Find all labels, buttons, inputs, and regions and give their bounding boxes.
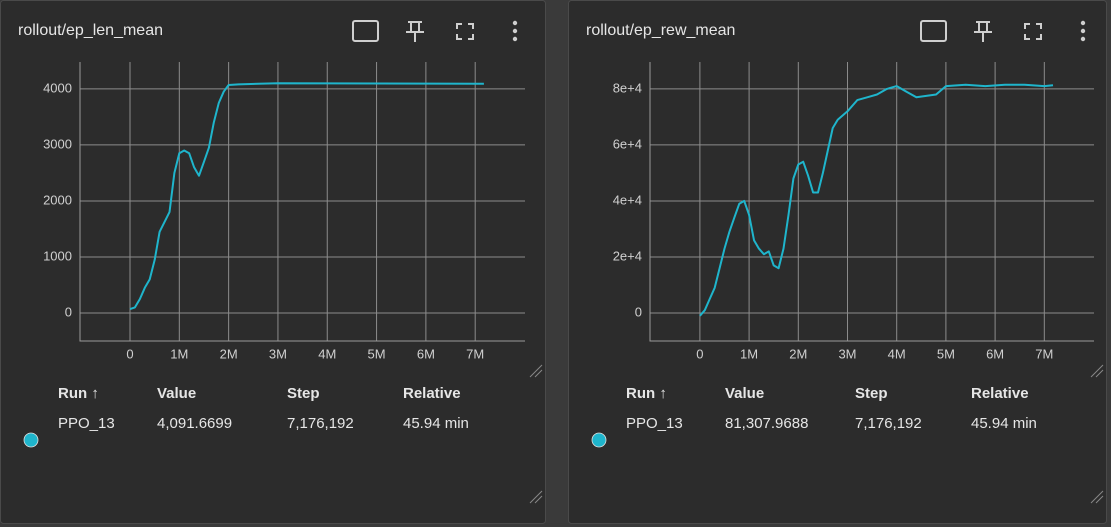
run-color xyxy=(23,432,39,448)
data-line xyxy=(699,83,1054,317)
menu-dot[interactable] xyxy=(1080,36,1086,42)
y-tick-label: 4e+4 xyxy=(613,192,642,207)
x-tick-label: 0 xyxy=(126,346,133,361)
menu-dot[interactable] xyxy=(1080,20,1086,26)
pin-icon[interactable] xyxy=(406,21,424,42)
x-tick-label: 1M xyxy=(170,346,188,361)
axis-frame xyxy=(649,62,1094,342)
x-tick-label: 5M xyxy=(937,346,955,361)
menu-dot[interactable] xyxy=(512,28,518,34)
x-tick-label: 2M xyxy=(220,346,238,361)
table-cell: 4,091.6699 xyxy=(157,415,232,432)
resize-handle xyxy=(1090,364,1104,378)
table-cell: 45.94 min xyxy=(971,415,1037,432)
toolbar xyxy=(920,20,1104,504)
x-tick-label: 3M xyxy=(269,346,287,361)
table-header: Value xyxy=(725,385,764,402)
table-header: Value xyxy=(157,385,196,402)
y-tick-label: 2e+4 xyxy=(613,248,642,263)
resize-handle xyxy=(529,364,543,378)
table-header: Step xyxy=(855,385,888,402)
run-color xyxy=(591,432,607,448)
x-tick-label: 5M xyxy=(368,346,386,361)
y-tick-label: 1000 xyxy=(43,248,72,263)
y-tick-label: 0 xyxy=(65,304,72,319)
data-line xyxy=(129,82,484,311)
x-tick-label: 7M xyxy=(466,346,484,361)
toolbar xyxy=(352,20,543,504)
y-tick-label: 3000 xyxy=(43,136,72,151)
axis-frame xyxy=(79,62,525,342)
fullscreen-icon[interactable] xyxy=(456,23,474,40)
menu-dot[interactable] xyxy=(512,36,518,42)
x-tick-label: 3M xyxy=(838,346,856,361)
table-cell: 81,307.9688 xyxy=(725,415,808,432)
y-tick-label: 4000 xyxy=(43,80,72,95)
x-tick-label: 4M xyxy=(888,346,906,361)
card-title: rollout/ep_rew_mean xyxy=(586,22,735,39)
x-tick-label: 7M xyxy=(1035,346,1053,361)
y-tick-label: 6e+4 xyxy=(613,136,642,151)
fit-icon[interactable] xyxy=(352,20,379,42)
table-header: Run ↑ xyxy=(58,385,99,402)
x-tick-label: 4M xyxy=(318,346,336,361)
menu-dot[interactable] xyxy=(1080,28,1086,34)
table-cell: 7,176,192 xyxy=(855,415,922,432)
table-cell: 7,176,192 xyxy=(287,415,354,432)
table-cell: 45.94 min xyxy=(403,415,469,432)
table-header: Relative xyxy=(971,385,1029,402)
resize-handle xyxy=(1090,490,1104,504)
table-header: Step xyxy=(287,385,320,402)
menu-dot[interactable] xyxy=(512,20,518,26)
y-tick-label: 0 xyxy=(635,304,642,319)
x-tick-label: 6M xyxy=(986,346,1004,361)
table-header: Relative xyxy=(403,385,461,402)
x-tick-label: 6M xyxy=(417,346,435,361)
fullscreen-icon[interactable] xyxy=(1024,23,1042,40)
run-name: PPO_13 xyxy=(626,415,683,432)
y-tick-label: 2000 xyxy=(43,192,72,207)
pin-icon[interactable] xyxy=(974,21,992,42)
table-header: Run ↑ xyxy=(626,385,667,402)
run-name: PPO_13 xyxy=(58,415,115,432)
card-title: rollout/ep_len_mean xyxy=(18,22,163,39)
y-tick-label: 8e+4 xyxy=(613,80,642,95)
x-tick-label: 1M xyxy=(740,346,758,361)
fit-icon[interactable] xyxy=(920,20,947,42)
x-tick-label: 2M xyxy=(789,346,807,361)
resize-handle xyxy=(529,490,543,504)
x-tick-label: 0 xyxy=(696,346,703,361)
